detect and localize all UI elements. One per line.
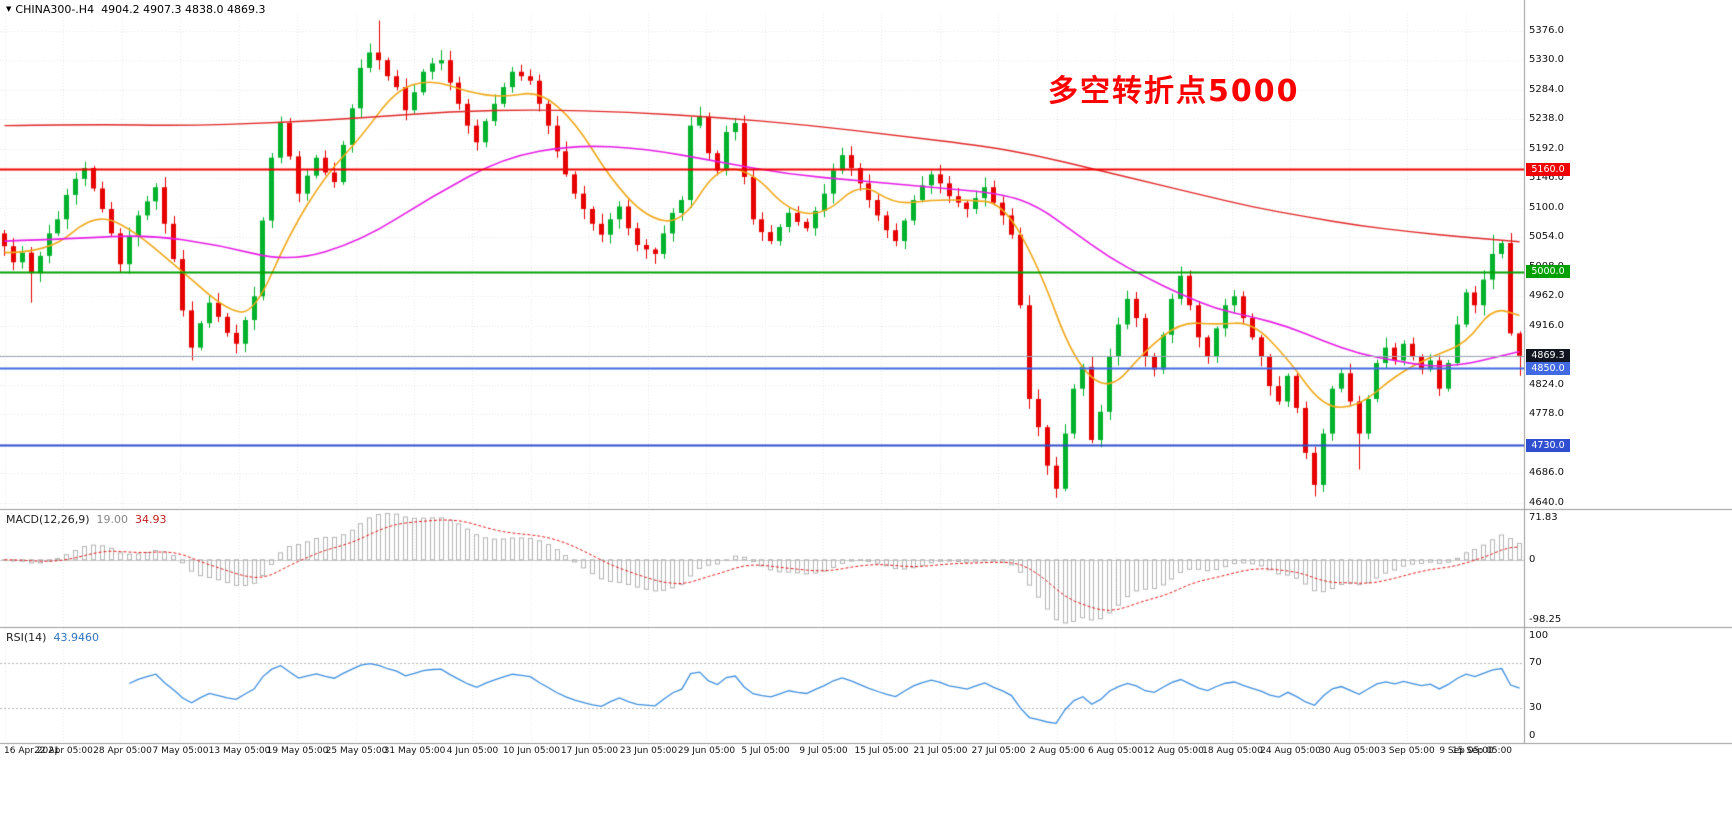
date-axis-label: 22 Apr 05:00 xyxy=(34,746,93,756)
price-axis-label: 5376.0 xyxy=(1529,24,1564,36)
date-axis-label: 9 Jul 05:00 xyxy=(799,746,848,756)
price-axis-label: 5284.0 xyxy=(1529,83,1564,95)
macd-name: MACD(12,26,9) xyxy=(6,513,90,526)
price-axis-label: 4640.0 xyxy=(1529,496,1564,508)
date-axis-label: 24 Aug 05:00 xyxy=(1260,746,1321,756)
rsi-name: RSI(14) xyxy=(6,631,47,644)
rsi-indicator-label: RSI(14) 43.9460 xyxy=(6,631,106,644)
date-axis-label: 13 May 05:00 xyxy=(208,746,271,756)
date-axis-label: 15 Jul 05:00 xyxy=(854,746,909,756)
price-level-badge: 5000.0 xyxy=(1526,265,1570,278)
date-axis-label: 4 Jun 05:00 xyxy=(446,746,499,756)
price-axis-label: 5238.0 xyxy=(1529,113,1564,125)
date-axis-label: 9 Sep 05:00 xyxy=(1439,746,1494,756)
date-axis-label: 25 May 05:00 xyxy=(325,746,388,756)
ohlc-values: 4904.2 4907.3 4838.0 4869.3 xyxy=(101,3,266,16)
rsi-axis-label: 70 xyxy=(1529,656,1542,668)
rsi-axis-label: 100 xyxy=(1529,630,1549,641)
price-axis-label: 4824.0 xyxy=(1529,378,1564,390)
date-axis-label: 12 Aug 05:00 xyxy=(1143,746,1204,756)
date-axis-label: 21 Jul 05:00 xyxy=(913,746,968,756)
date-axis-label: 30 Aug 05:00 xyxy=(1319,746,1380,756)
price-level-badge: 5160.0 xyxy=(1526,163,1570,176)
symbol-name: CHINA300-.H4 xyxy=(15,3,95,16)
current-price-badge: 4869.3 xyxy=(1526,349,1570,362)
date-axis-label: 27 Jul 05:00 xyxy=(971,746,1026,756)
date-axis-label: 3 Sep 05:00 xyxy=(1380,746,1435,756)
price-axis-label: 4962.0 xyxy=(1529,290,1564,302)
date-axis-label: 16 Apr 2021 xyxy=(4,746,60,756)
rsi-value: 43.9460 xyxy=(53,631,99,644)
price-axis-label: 4778.0 xyxy=(1529,408,1564,420)
macd-signal-value: 34.93 xyxy=(135,513,167,526)
price-axis-label: 4916.0 xyxy=(1529,319,1564,331)
symbol-ohlc-readout: ▼ CHINA300-.H4 4904.2 4907.3 4838.0 4869.3 xyxy=(6,3,266,16)
macd-axis-label: 0 xyxy=(1529,553,1536,565)
date-axis-label: 7 May 05:00 xyxy=(152,746,209,756)
date-axis-label: 17 Jun 05:00 xyxy=(560,746,619,756)
date-axis-label: 31 May 05:00 xyxy=(383,746,446,756)
price-level-badge: 4730.0 xyxy=(1526,439,1570,452)
rsi-axis-label: 30 xyxy=(1529,702,1542,714)
price-axis-label: 5192.0 xyxy=(1529,142,1564,154)
price-axis-label: 5330.0 xyxy=(1529,54,1564,66)
date-axis-label: 18 Aug 05:00 xyxy=(1202,746,1263,756)
chart-annotation-text: 多空转折点5000 xyxy=(1048,74,1300,109)
date-axis-label: 28 Apr 05:00 xyxy=(93,746,152,756)
price-axis-label: 5054.0 xyxy=(1529,231,1564,243)
date-axis-label: 29 Jun 05:00 xyxy=(677,746,736,756)
date-axis-label: 23 Jun 05:00 xyxy=(619,746,678,756)
triangle-marker-icon: ▼ xyxy=(6,5,12,13)
price-level-badge: 4850.0 xyxy=(1526,362,1570,375)
date-axis-label: 2 Aug 05:00 xyxy=(1030,746,1085,756)
macd-axis-label: 71.83 xyxy=(1529,512,1558,523)
date-axis-label: 19 May 05:00 xyxy=(266,746,329,756)
macd-axis-label: -98.25 xyxy=(1529,614,1562,625)
date-axis-label: 5 Jul 05:00 xyxy=(741,746,790,756)
macd-main-value: 19.00 xyxy=(96,513,129,526)
rsi-axis-label: 0 xyxy=(1529,730,1536,741)
date-axis-label: 15 Sep 05:00 xyxy=(1451,746,1513,756)
macd-indicator-label: MACD(12,26,9) 19.00 34.93 xyxy=(6,513,174,526)
price-axis-label: 5100.0 xyxy=(1529,201,1564,213)
price-axis-label: 4686.0 xyxy=(1529,467,1564,479)
price-axis-label: 5146.0 xyxy=(1529,172,1564,184)
date-axis-label: 10 Jun 05:00 xyxy=(502,746,561,756)
date-axis-label: 6 Aug 05:00 xyxy=(1088,746,1143,756)
